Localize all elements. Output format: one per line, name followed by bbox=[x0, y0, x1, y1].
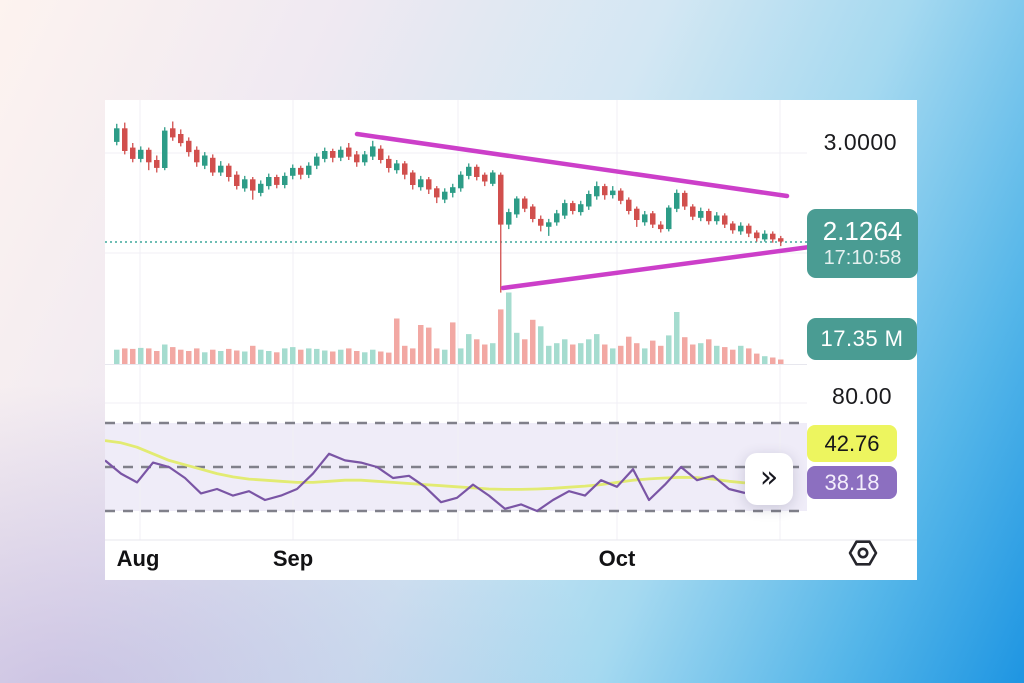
settings-hexagon-shape bbox=[848, 540, 878, 566]
rsi-ma-value: 42.76 bbox=[824, 430, 880, 456]
double-chevron-right-icon: » bbox=[759, 459, 779, 495]
chart-panel: 3.0000 2.1264 17:10:58 17.35 M 80.00 42.… bbox=[105, 100, 918, 580]
rsi-value: 38.18 bbox=[824, 469, 880, 495]
rsi-axis-tick-label: 80.00 bbox=[831, 383, 892, 409]
time-axis-label-oct: Oct bbox=[598, 546, 636, 571]
rsi-ma-value-badge: 42.76 bbox=[807, 425, 897, 462]
volume-badge: 17.35 M bbox=[807, 318, 917, 360]
candlestick-volume-rsi-chart[interactable] bbox=[105, 100, 917, 580]
expand-indicator-button[interactable]: » bbox=[745, 453, 793, 505]
price-axis-tick-label: 3.0000 bbox=[823, 129, 897, 155]
volume-value: 17.35 M bbox=[820, 326, 904, 352]
last-price-time: 17:10:58 bbox=[823, 246, 902, 269]
rsi-value-badge: 38.18 bbox=[807, 466, 897, 499]
time-axis-label-aug: Aug bbox=[116, 546, 160, 571]
time-axis-label-sep: Sep bbox=[272, 546, 314, 571]
settings-icon[interactable] bbox=[847, 537, 879, 569]
settings-center-dot bbox=[857, 547, 869, 559]
last-price-value: 2.1264 bbox=[822, 216, 903, 247]
last-price-badge: 2.1264 17:10:58 bbox=[807, 209, 918, 278]
